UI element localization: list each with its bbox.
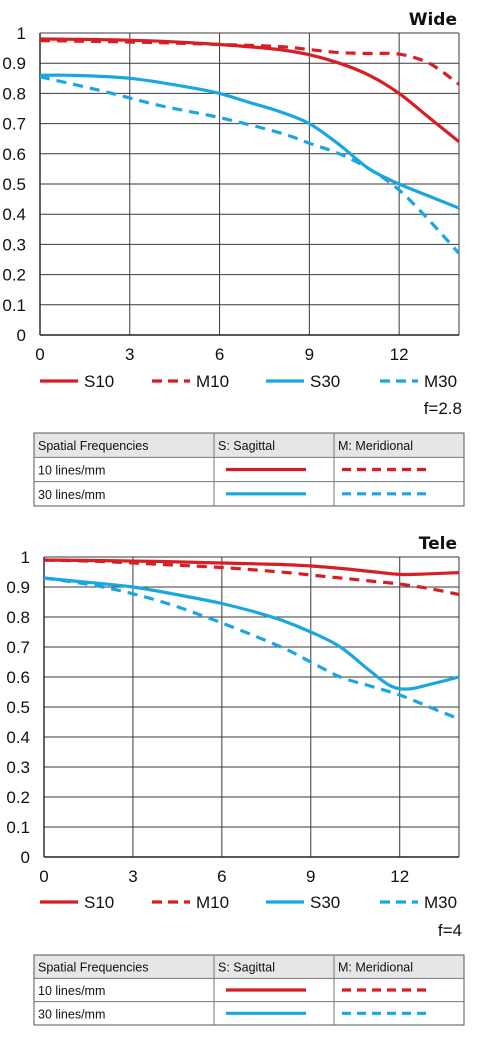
chart-title: Wide (409, 10, 457, 30)
y-tick-label: 0.6 (6, 668, 30, 687)
x-tick-label: 0 (39, 867, 48, 886)
legend-label-s10: S10 (84, 372, 114, 391)
legend-label-m10: M10 (196, 893, 229, 912)
x-tick-label: 6 (217, 867, 226, 886)
y-tick-label: 0.2 (6, 788, 30, 807)
aperture-label: f=4 (438, 921, 462, 940)
y-tick-label: 0.3 (6, 758, 30, 777)
y-tick-label: 0.5 (6, 698, 30, 717)
series-line-s10 (39, 37, 460, 143)
x-tick-label: 9 (306, 867, 315, 886)
series-line-s10 (43, 558, 460, 577)
y-tick-label: 0.2 (2, 266, 26, 285)
legend-table-border (33, 432, 465, 507)
chart-title: Tele (419, 534, 457, 554)
y-tick-label: 0.7 (2, 115, 26, 134)
y-tick-label: 0.1 (6, 818, 30, 837)
legend-label-m30: M30 (424, 372, 457, 391)
y-tick-label: 0 (17, 326, 26, 345)
y-tick-label: 0.9 (2, 54, 26, 73)
series-line-m10 (43, 558, 460, 597)
legend-table-header: S: Sagittal (218, 961, 275, 975)
y-tick-label: 0.8 (2, 84, 26, 103)
y-tick-label: 0.4 (6, 728, 30, 747)
x-tick-label: 3 (125, 345, 134, 364)
x-tick-label: 3 (128, 867, 137, 886)
series-line-m10 (39, 39, 460, 86)
legend-label-s10: S10 (84, 893, 114, 912)
legend-table-header: Spatial Frequencies (38, 439, 148, 453)
legend-label-m30: M30 (424, 893, 457, 912)
y-tick-label: 0.4 (2, 205, 26, 224)
series-line-m30 (43, 576, 460, 721)
y-tick-label: 1 (21, 548, 30, 567)
legend-table-header: Spatial Frequencies (38, 961, 148, 975)
x-tick-label: 0 (35, 345, 44, 364)
legend-table-row-label: 30 lines/mm (38, 488, 105, 502)
legend-table-header-bg (34, 955, 464, 979)
x-tick-label: 9 (305, 345, 314, 364)
legend-table-border (33, 954, 465, 1026)
y-tick-label: 0.8 (6, 608, 30, 627)
y-tick-label: 0 (21, 848, 30, 867)
legend-table-row-label: 30 lines/mm (38, 1007, 105, 1021)
x-tick-label: 12 (390, 345, 409, 364)
y-tick-label: 0.6 (2, 145, 26, 164)
legend-table-header-bg (34, 433, 464, 458)
series-line-s30 (43, 576, 460, 691)
legend-label-s30: S30 (310, 372, 340, 391)
x-tick-label: 6 (215, 345, 224, 364)
series-line-s30 (39, 73, 460, 210)
aperture-label: f=2.8 (424, 399, 462, 418)
y-tick-label: 1 (17, 24, 26, 43)
y-tick-label: 0.1 (2, 296, 26, 315)
legend-table-row-label: 10 lines/mm (38, 464, 105, 478)
legend-label-m10: M10 (196, 372, 229, 391)
x-tick-label: 12 (390, 867, 409, 886)
legend-table-header: M: Meridional (338, 439, 413, 453)
legend-table-header: S: Sagittal (218, 439, 275, 453)
y-tick-label: 0.7 (6, 638, 30, 657)
legend-table-header: M: Meridional (338, 961, 413, 975)
legend-label-s30: S30 (310, 893, 340, 912)
y-tick-label: 0.5 (2, 175, 26, 194)
legend-table-row-label: 10 lines/mm (38, 984, 105, 998)
y-tick-label: 0.3 (2, 235, 26, 254)
series-line-m30 (39, 75, 461, 255)
y-tick-label: 0.9 (6, 578, 30, 597)
